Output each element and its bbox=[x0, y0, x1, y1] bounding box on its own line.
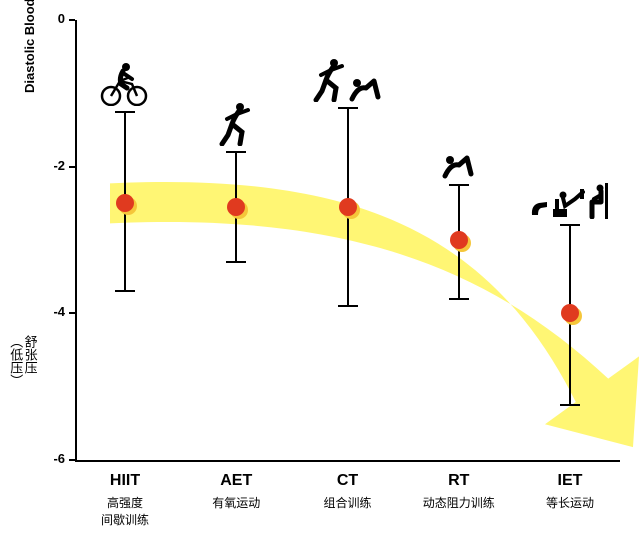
x-category-label: RT bbox=[448, 472, 469, 490]
y-axis-title-cn: 舒张压 （低压） bbox=[8, 335, 37, 387]
exercise-icon bbox=[348, 76, 382, 107]
exercise-icon bbox=[529, 199, 551, 224]
x-category-label: IET bbox=[558, 472, 583, 490]
data-point bbox=[339, 198, 357, 216]
y-tick bbox=[69, 19, 75, 21]
y-tick bbox=[69, 312, 75, 314]
x-category-label: HIIT bbox=[110, 472, 140, 490]
y-tick bbox=[69, 166, 75, 168]
x-category-sublabel: 等长运动 bbox=[546, 494, 594, 511]
y-tick bbox=[69, 459, 75, 461]
errorbar-cap bbox=[115, 290, 135, 292]
x-category-sublabel: 高强度 间歇训练 bbox=[101, 494, 149, 528]
errorbar-cap bbox=[226, 261, 246, 263]
exercise-icon bbox=[441, 153, 475, 184]
data-point bbox=[450, 231, 468, 249]
errorbar-cap bbox=[560, 224, 580, 226]
x-axis-line bbox=[75, 460, 620, 462]
x-category-sublabel: 组合训练 bbox=[323, 494, 371, 511]
y-tick-label: -6 bbox=[35, 451, 65, 466]
x-category-label: AET bbox=[220, 472, 252, 490]
y-axis-line bbox=[75, 20, 77, 460]
exercise-icon bbox=[587, 183, 609, 224]
y-tick-label: 0 bbox=[35, 11, 65, 26]
exercise-icon bbox=[553, 189, 585, 224]
errorbar-cap bbox=[449, 298, 469, 300]
errorbar-cap bbox=[560, 404, 580, 406]
errorbar-cap bbox=[449, 184, 469, 186]
errorbar-cap bbox=[115, 111, 135, 113]
y-tick-label: -2 bbox=[35, 158, 65, 173]
exercise-icon bbox=[99, 60, 149, 111]
data-point bbox=[227, 198, 245, 216]
data-point bbox=[561, 304, 579, 322]
x-category-label: CT bbox=[337, 472, 358, 490]
exercise-icon bbox=[312, 58, 346, 107]
x-category-sublabel: 动态阻力训练 bbox=[423, 494, 495, 511]
x-category-sublabel: 有氧运动 bbox=[212, 494, 260, 511]
exercise-icon bbox=[218, 102, 252, 151]
errorbar-cap bbox=[338, 107, 358, 109]
data-point bbox=[116, 194, 134, 212]
chart-container: Diastolic Blood Pressure (mmHg) 舒张压 （低压）… bbox=[0, 0, 640, 533]
y-tick-label: -4 bbox=[35, 304, 65, 319]
errorbar-cap bbox=[338, 305, 358, 307]
errorbar-cap bbox=[226, 151, 246, 153]
